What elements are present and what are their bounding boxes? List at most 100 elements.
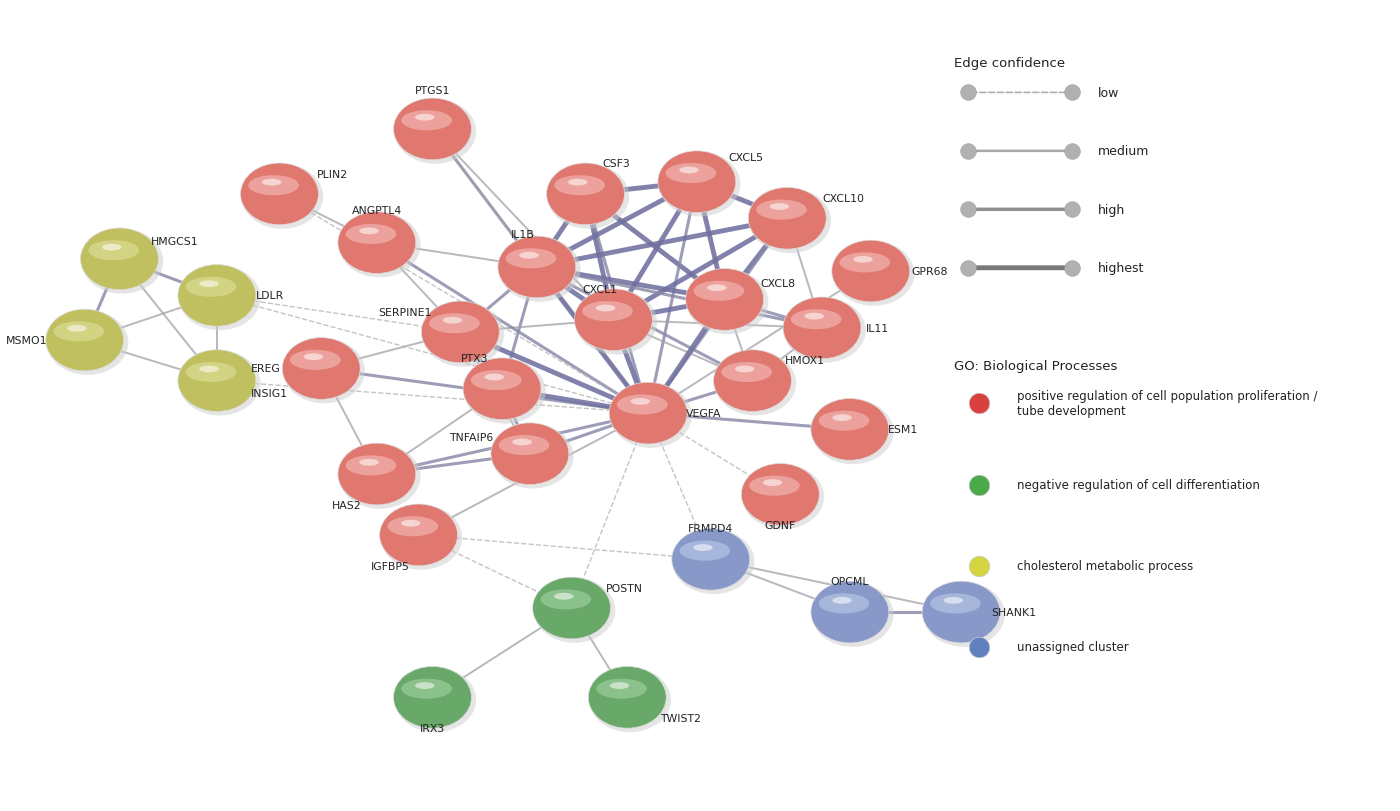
- Ellipse shape: [617, 395, 668, 415]
- Point: [1061, 262, 1084, 275]
- Ellipse shape: [811, 399, 889, 461]
- Text: positive regulation of cell population proliferation /
tube development: positive regulation of cell population p…: [1016, 390, 1317, 418]
- Ellipse shape: [81, 230, 164, 294]
- Ellipse shape: [304, 354, 323, 361]
- Ellipse shape: [707, 285, 727, 292]
- Ellipse shape: [672, 530, 755, 594]
- Ellipse shape: [714, 350, 791, 412]
- Ellipse shape: [339, 213, 420, 278]
- Ellipse shape: [67, 325, 87, 333]
- Text: negative regulation of cell differentiation: negative regulation of cell differentiat…: [1016, 478, 1260, 491]
- Text: medium: medium: [1098, 145, 1149, 158]
- Ellipse shape: [923, 582, 1005, 647]
- Ellipse shape: [791, 310, 841, 330]
- Ellipse shape: [470, 371, 522, 391]
- Ellipse shape: [241, 164, 318, 225]
- Ellipse shape: [923, 581, 1000, 643]
- Ellipse shape: [589, 667, 671, 732]
- Ellipse shape: [665, 164, 717, 184]
- Text: IGFBP5: IGFBP5: [371, 561, 410, 571]
- Text: CXCL5: CXCL5: [728, 153, 763, 163]
- Ellipse shape: [463, 359, 546, 424]
- Ellipse shape: [659, 152, 741, 217]
- Ellipse shape: [395, 100, 476, 165]
- Ellipse shape: [283, 339, 365, 404]
- Ellipse shape: [346, 225, 396, 245]
- Ellipse shape: [812, 582, 893, 647]
- Ellipse shape: [749, 188, 826, 250]
- Point: [1061, 145, 1084, 158]
- Ellipse shape: [430, 314, 480, 334]
- Ellipse shape: [498, 238, 581, 303]
- Ellipse shape: [283, 338, 360, 400]
- Ellipse shape: [819, 594, 869, 614]
- Ellipse shape: [742, 465, 825, 530]
- Ellipse shape: [414, 682, 434, 689]
- Text: CXCL8: CXCL8: [760, 279, 795, 289]
- Point: [967, 560, 990, 573]
- Ellipse shape: [686, 269, 763, 331]
- Ellipse shape: [402, 111, 452, 131]
- Point: [1061, 204, 1084, 217]
- Ellipse shape: [484, 374, 504, 381]
- Ellipse shape: [53, 322, 104, 342]
- Text: ANGPTL4: ANGPTL4: [351, 206, 402, 216]
- Ellipse shape: [588, 667, 666, 728]
- Ellipse shape: [186, 277, 237, 298]
- Ellipse shape: [554, 176, 605, 196]
- Ellipse shape: [519, 252, 539, 260]
- Ellipse shape: [339, 444, 420, 509]
- Ellipse shape: [735, 366, 755, 373]
- Ellipse shape: [679, 541, 731, 561]
- Text: low: low: [1098, 87, 1119, 100]
- Ellipse shape: [540, 590, 591, 610]
- Ellipse shape: [360, 459, 379, 466]
- Ellipse shape: [582, 302, 633, 322]
- Ellipse shape: [832, 241, 910, 303]
- Ellipse shape: [102, 244, 122, 251]
- Ellipse shape: [749, 189, 832, 254]
- Ellipse shape: [568, 179, 588, 187]
- Text: EREG: EREG: [251, 364, 280, 374]
- Text: IRX3: IRX3: [420, 723, 445, 733]
- Ellipse shape: [179, 351, 260, 416]
- Point: [967, 641, 990, 654]
- Ellipse shape: [393, 99, 472, 161]
- Ellipse shape: [833, 597, 851, 604]
- Ellipse shape: [833, 242, 914, 307]
- Ellipse shape: [505, 249, 556, 269]
- Text: MSMO1: MSMO1: [6, 336, 48, 345]
- Ellipse shape: [46, 311, 129, 375]
- Ellipse shape: [491, 424, 574, 489]
- Point: [958, 204, 980, 217]
- Ellipse shape: [262, 179, 281, 187]
- Text: cholesterol metabolic process: cholesterol metabolic process: [1016, 560, 1193, 573]
- Ellipse shape: [46, 310, 123, 371]
- Ellipse shape: [381, 505, 462, 570]
- Text: CXCL10: CXCL10: [822, 194, 864, 204]
- Ellipse shape: [742, 464, 819, 526]
- Ellipse shape: [783, 298, 861, 359]
- Ellipse shape: [491, 423, 568, 485]
- Ellipse shape: [199, 366, 218, 373]
- Ellipse shape: [554, 593, 574, 600]
- Text: SERPINE1: SERPINE1: [378, 307, 431, 317]
- Ellipse shape: [574, 290, 652, 351]
- Ellipse shape: [186, 363, 237, 383]
- Ellipse shape: [763, 479, 783, 487]
- Ellipse shape: [819, 411, 869, 431]
- Text: TNFAIP6: TNFAIP6: [449, 433, 494, 443]
- Point: [958, 87, 980, 100]
- Ellipse shape: [178, 350, 256, 412]
- Text: IL1B: IL1B: [511, 230, 535, 240]
- Ellipse shape: [421, 302, 500, 363]
- Ellipse shape: [414, 114, 434, 122]
- Text: INSIG1: INSIG1: [251, 388, 288, 398]
- Text: SHANK1: SHANK1: [991, 607, 1036, 617]
- Ellipse shape: [179, 266, 260, 331]
- Ellipse shape: [393, 667, 472, 728]
- Text: CSF3: CSF3: [602, 159, 630, 169]
- Ellipse shape: [840, 253, 890, 273]
- Ellipse shape: [400, 520, 420, 527]
- Text: high: high: [1098, 204, 1124, 217]
